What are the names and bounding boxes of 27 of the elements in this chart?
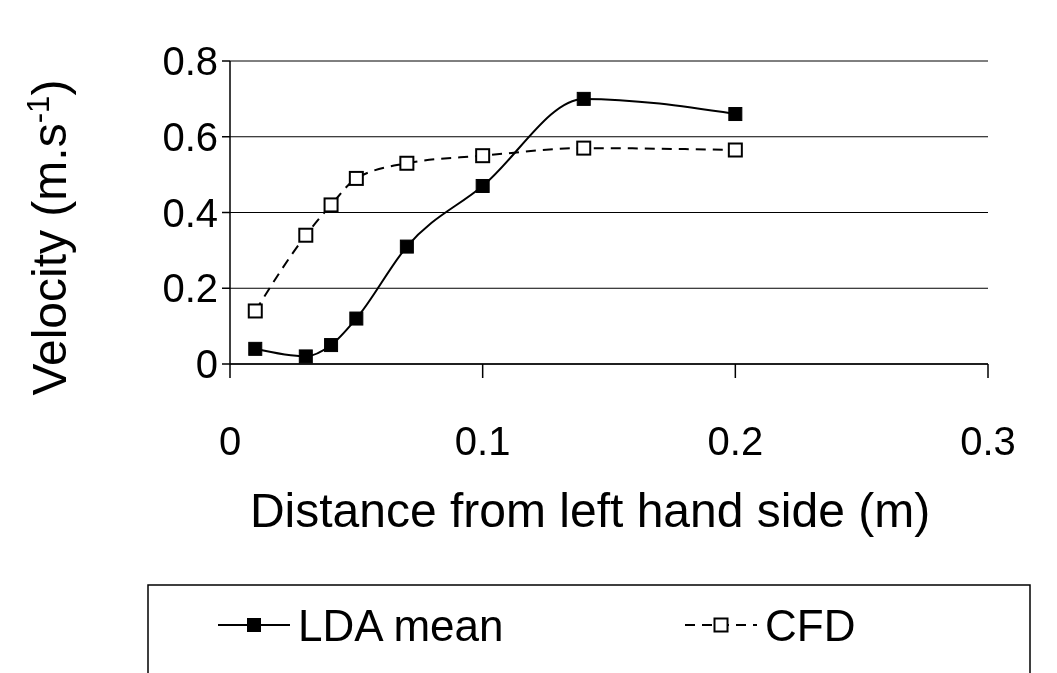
x-tick-label: 0.2 — [707, 419, 764, 463]
point — [727, 142, 743, 158]
point — [298, 349, 313, 364]
y-tick-label: 0.4 — [162, 190, 218, 235]
point — [475, 178, 490, 193]
y-tick-label: 0 — [195, 342, 218, 386]
legend-label: CFD — [765, 600, 856, 650]
point — [576, 140, 592, 156]
x-tick-label: 0.3 — [960, 419, 1016, 463]
point — [323, 197, 339, 213]
point — [349, 311, 364, 326]
point — [247, 303, 263, 319]
point — [399, 239, 414, 254]
x-axis-title: Distance from left hand side (m) — [249, 484, 931, 537]
y-tick-label: 0.6 — [162, 114, 218, 159]
point — [475, 148, 491, 164]
point — [348, 170, 364, 186]
legend-label: LDA mean — [298, 600, 504, 650]
point — [399, 155, 415, 171]
y-tick-label: 0.2 — [162, 266, 218, 311]
point — [248, 341, 263, 356]
point — [298, 227, 314, 243]
y-tick-label: 0.8 — [162, 39, 218, 83]
point — [728, 107, 743, 122]
point — [576, 91, 591, 106]
x-tick-label: 0.1 — [454, 419, 511, 463]
point — [324, 338, 339, 353]
